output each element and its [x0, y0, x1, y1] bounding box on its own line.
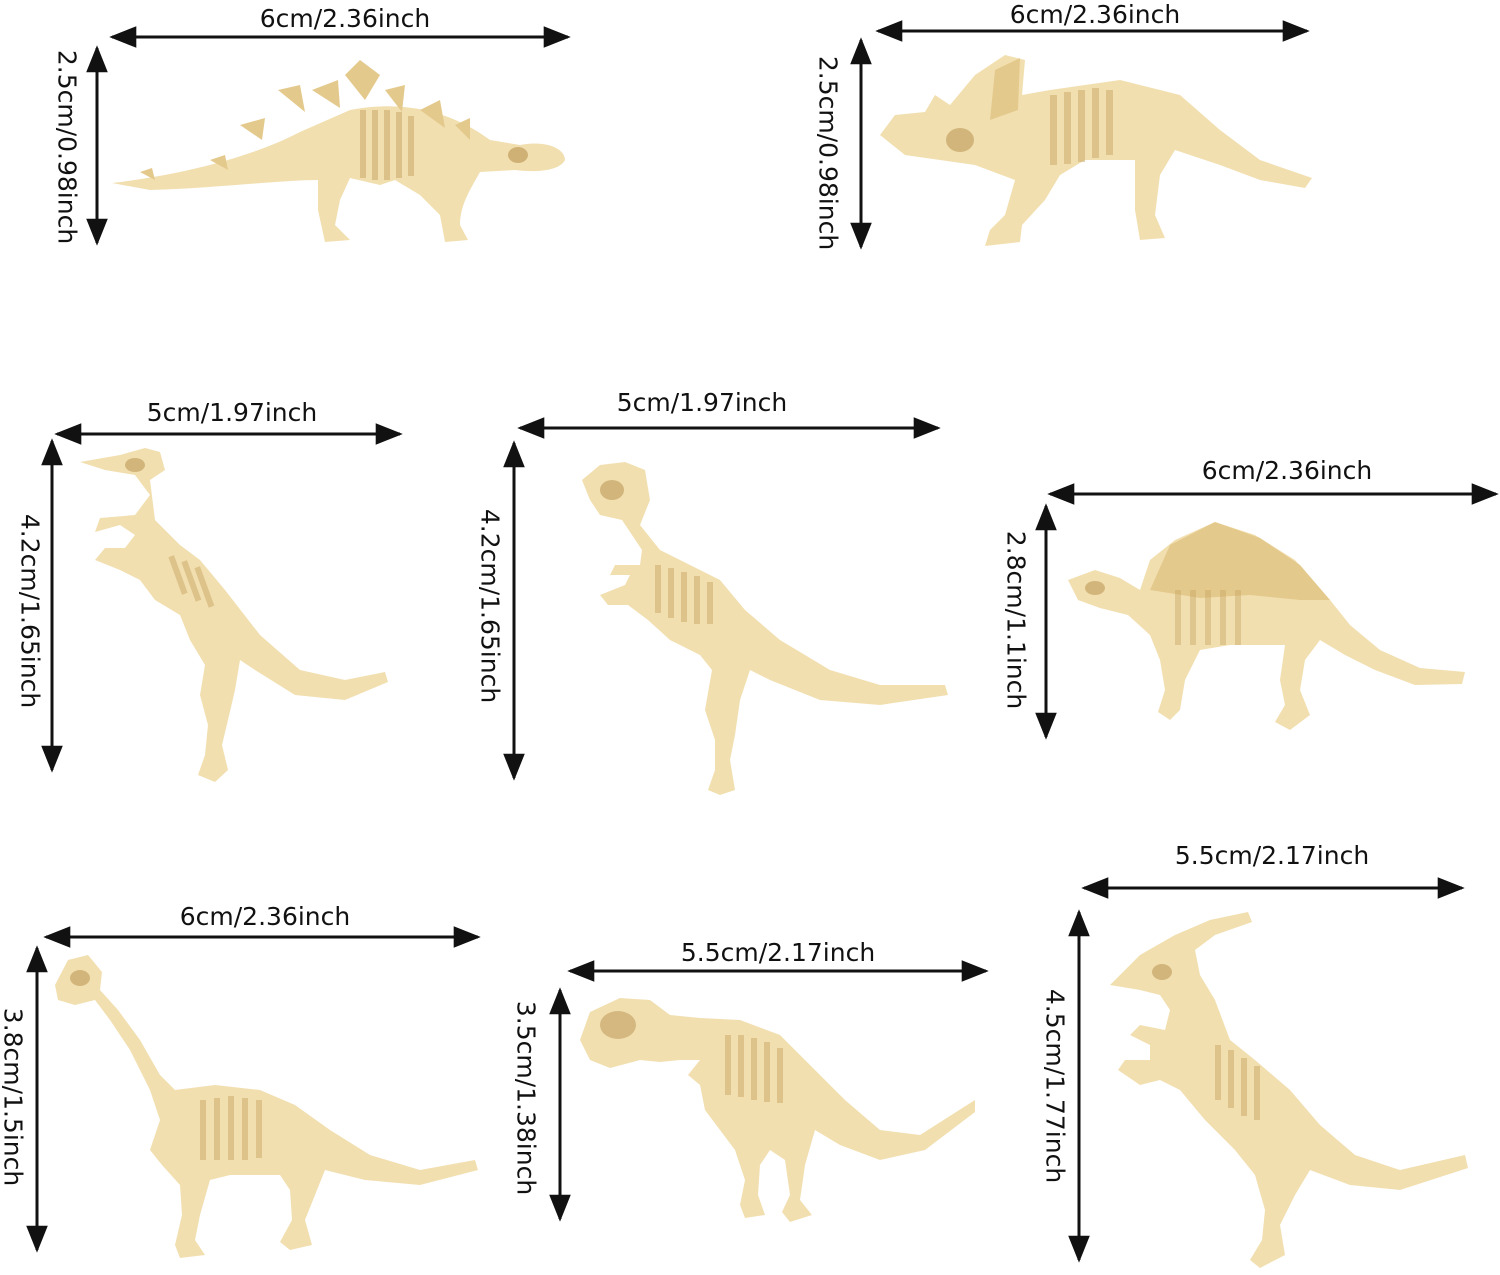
- width-label-tyrannosaurus: 5cm/1.97inch: [616, 388, 788, 417]
- width-label-triceratops: 6cm/2.36inch: [1009, 0, 1181, 29]
- width-label-parasaurolophus: 5.5cm/2.17inch: [1174, 841, 1370, 870]
- width-label-brachiosaurus: 6cm/2.36inch: [179, 902, 351, 931]
- height-label-dimetrodon: 2.8cm/1.1inch: [1001, 530, 1031, 710]
- dimetrodon-skeleton: [1068, 522, 1465, 730]
- brachiosaurus-skeleton: [55, 955, 478, 1258]
- raptor-left-skeleton: [80, 448, 388, 782]
- tyrannosaurus-skeleton: [582, 462, 948, 795]
- pachycephalosaurus-skeleton: [580, 998, 975, 1222]
- height-label-stegosaurus: 2.5cm/0.98inch: [52, 49, 82, 245]
- height-label-pachycephalosaurus: 3.5cm/1.38inch: [511, 1000, 541, 1196]
- stegosaurus-skeleton: [112, 60, 565, 242]
- width-label-dimetrodon: 6cm/2.36inch: [1201, 456, 1373, 485]
- width-label-pachycephalosaurus: 5.5cm/2.17inch: [680, 938, 876, 967]
- triceratops-skeleton: [880, 55, 1312, 246]
- parasaurolophus-skeleton: [1110, 912, 1468, 1268]
- height-label-parasaurolophus: 4.5cm/1.77inch: [1040, 988, 1070, 1184]
- width-label-stegosaurus: 6cm/2.36inch: [259, 4, 431, 33]
- height-label-brachiosaurus: 3.8cm/1.5inch: [0, 1007, 28, 1187]
- width-label-raptor-left: 5cm/1.97inch: [146, 398, 318, 427]
- height-label-tyrannosaurus: 4.2cm/1.65inch: [475, 508, 505, 704]
- height-label-triceratops: 2.5cm/0.98inch: [813, 55, 843, 251]
- height-label-raptor-left: 4.2cm/1.65inch: [15, 513, 45, 709]
